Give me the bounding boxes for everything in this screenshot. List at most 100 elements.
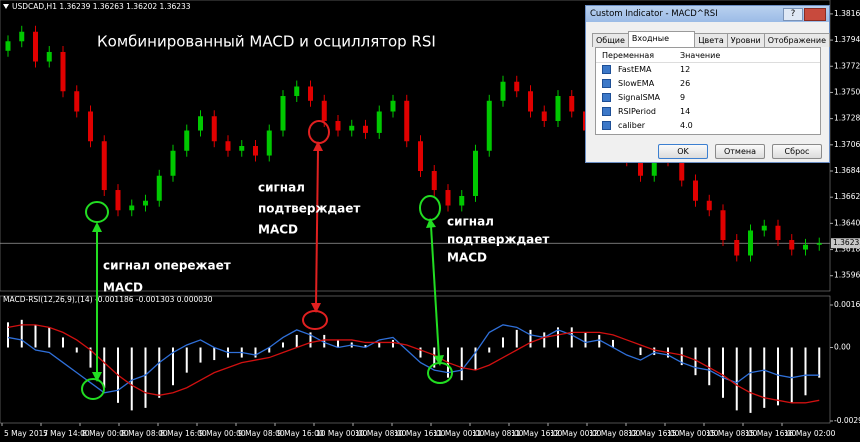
candle-body — [706, 200, 712, 211]
histogram-bar — [694, 347, 697, 376]
histogram-bar — [639, 347, 642, 356]
x-tick-label: 15 May 16:00 — [745, 429, 797, 438]
y-tick-label: 0.00 — [834, 342, 851, 351]
cancel-button[interactable]: Отмена — [715, 144, 765, 159]
histogram-bar — [735, 347, 738, 411]
candle-body — [19, 31, 25, 42]
candle-body — [280, 96, 286, 131]
histogram-bar — [34, 324, 37, 348]
x-tick-label: 9 May 08:00 — [238, 429, 285, 438]
histogram-bar — [268, 347, 271, 353]
candle-body — [418, 141, 423, 171]
tab[interactable]: Входные параметры — [627, 31, 696, 54]
histogram-bar — [722, 347, 724, 398]
annotation-shapes — [81, 120, 453, 400]
indicator-label: MACD-RSI(12,26,9),(14) -0.001186 -0.0013… — [3, 295, 213, 304]
candle-body — [541, 111, 547, 122]
histogram-bar — [144, 347, 147, 408]
dialog-title-text: Custom Indicator - MACD^RSI — [590, 9, 718, 19]
candle-body — [486, 100, 492, 151]
table-row[interactable]: SignalSMA 9 — [596, 91, 820, 104]
histogram-bar — [598, 334, 601, 348]
tab[interactable]: Цвета — [694, 33, 728, 47]
candle-body — [528, 91, 533, 112]
indicator-line — [7, 324, 820, 394]
x-tick-label: 10 May 08:00 — [355, 429, 407, 438]
candle-body — [143, 200, 148, 206]
candle-body — [129, 205, 135, 211]
tab[interactable]: Отображение — [763, 33, 830, 47]
candle-body — [775, 225, 781, 241]
chart-title: Комбинированный MACD и осциллятор RSI — [97, 33, 436, 51]
candle-body — [748, 230, 753, 256]
x-tick-label: 12 May 16:00 — [628, 429, 680, 438]
candle-body — [363, 125, 368, 133]
candle-body — [638, 160, 643, 176]
table-cell: 9 — [680, 93, 686, 102]
tab[interactable]: Уровни — [726, 33, 765, 47]
histogram-bar — [584, 332, 587, 348]
histogram-bar — [433, 347, 436, 368]
histogram-bar — [460, 347, 463, 381]
param-icon — [602, 121, 611, 130]
table-cell: FastEMA — [618, 65, 652, 74]
ok-button[interactable]: OK — [658, 144, 708, 159]
histogram-bar — [419, 347, 422, 358]
table-row[interactable]: FastEMA 12 — [596, 63, 820, 76]
annotation: сигнал — [258, 181, 305, 195]
candle-body — [115, 190, 121, 211]
x-tick-label: 5 May 2017 — [4, 429, 48, 438]
histogram-bar — [75, 347, 78, 353]
y-tick-label: 1.37280 — [834, 114, 860, 123]
table-cell: 26 — [680, 79, 691, 88]
candle-body — [170, 150, 176, 176]
y-tick-label: 1.37500 — [834, 87, 860, 96]
candle-body — [225, 141, 231, 151]
histogram-bar — [199, 347, 202, 363]
histogram-bar — [749, 347, 752, 413]
candle-body — [198, 116, 203, 131]
x-tick-label: 12 May 00:00 — [550, 429, 602, 438]
histogram-bar — [130, 347, 133, 411]
histogram-bar — [790, 347, 793, 403]
histogram-bar — [89, 347, 92, 368]
table-cell: RSIPeriod — [618, 107, 656, 116]
candle-body — [211, 116, 217, 142]
x-tick-label: 8 May 08:00 — [121, 429, 168, 438]
y-tick-label: 1.36620 — [834, 192, 860, 201]
table-cell: 12 — [680, 65, 691, 74]
histogram-bar — [392, 339, 394, 348]
table-row[interactable]: RSIPeriod 14 — [596, 105, 820, 118]
candle-body — [184, 130, 190, 151]
help-button[interactable]: ? — [783, 8, 803, 21]
x-tick-label: 8 May 16:00 — [160, 429, 207, 438]
candle-body — [500, 81, 506, 101]
candle-body — [5, 41, 11, 51]
candle-body — [693, 180, 698, 201]
table-cell: caliber — [618, 121, 646, 130]
candle-body — [60, 51, 66, 92]
close-button[interactable] — [804, 8, 826, 21]
arrowhead — [434, 355, 444, 366]
table-cell: SignalSMA — [618, 93, 661, 102]
histogram-bar — [364, 344, 367, 348]
table-row[interactable]: caliber 4.0 — [596, 119, 820, 132]
histogram-bar — [488, 347, 491, 353]
parameters-table: Переменная Значение FastEMA 12 SlowEMA 26 Si… — [595, 47, 821, 135]
histogram-bar — [529, 329, 532, 348]
annotation: подтверждает — [447, 233, 549, 247]
marks: 1.35960 1.36180 1.36400 1.36620 1.36840 1.370… — [0, 9, 860, 438]
reset-button[interactable]: Сброс — [772, 144, 822, 159]
param-icon — [602, 93, 611, 102]
param-icon — [602, 79, 611, 88]
table-cell: 4.0 — [680, 121, 693, 130]
candle-body — [761, 225, 767, 231]
candle-body — [555, 96, 561, 122]
histogram-bar — [763, 347, 766, 408]
symbol-label: USDCAD,H1 1.36239 1.36263 1.36202 1.3623… — [12, 2, 191, 11]
candle-body — [514, 81, 520, 92]
x-tick-label: 12 May 08:00 — [589, 429, 641, 438]
annotation: MACD — [103, 281, 143, 295]
tab[interactable]: Общие — [592, 33, 629, 47]
table-row[interactable]: SlowEMA 26 — [596, 77, 820, 90]
